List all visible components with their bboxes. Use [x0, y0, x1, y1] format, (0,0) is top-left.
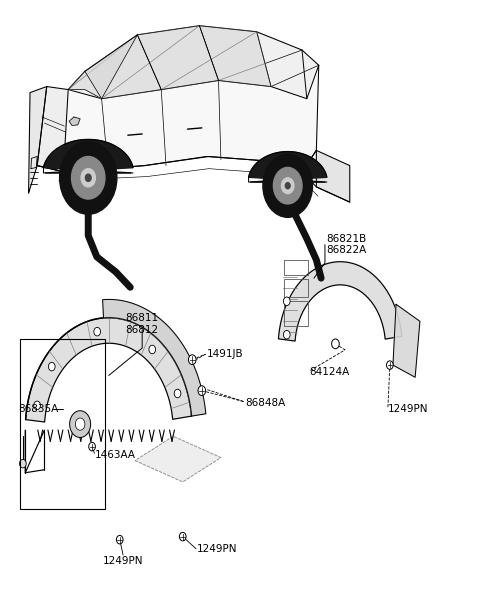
Circle shape: [174, 389, 181, 398]
Circle shape: [281, 178, 294, 194]
Circle shape: [70, 411, 91, 437]
Polygon shape: [393, 304, 420, 377]
Circle shape: [34, 401, 40, 409]
Circle shape: [332, 339, 339, 349]
Circle shape: [263, 154, 312, 218]
Polygon shape: [199, 26, 271, 87]
Circle shape: [285, 183, 290, 189]
Polygon shape: [278, 262, 402, 341]
Polygon shape: [249, 152, 327, 182]
Circle shape: [20, 459, 26, 468]
Circle shape: [274, 167, 302, 204]
Polygon shape: [103, 299, 206, 416]
Text: 86821B
86822A: 86821B 86822A: [326, 234, 366, 255]
Text: 1463AA: 1463AA: [95, 450, 135, 459]
Polygon shape: [68, 26, 319, 99]
Circle shape: [89, 442, 96, 451]
Circle shape: [386, 361, 393, 370]
Polygon shape: [85, 35, 161, 99]
Circle shape: [116, 535, 123, 544]
Polygon shape: [29, 87, 47, 193]
Circle shape: [189, 355, 196, 365]
Circle shape: [94, 327, 100, 336]
Circle shape: [283, 297, 290, 306]
Polygon shape: [37, 87, 68, 172]
Circle shape: [60, 141, 117, 214]
Text: 1249PN: 1249PN: [103, 556, 144, 566]
Circle shape: [283, 331, 290, 339]
Polygon shape: [44, 139, 133, 173]
Polygon shape: [316, 150, 350, 202]
Text: 1249PN: 1249PN: [388, 404, 429, 414]
Text: 1249PN: 1249PN: [197, 544, 238, 554]
Circle shape: [72, 156, 105, 199]
Circle shape: [180, 532, 186, 541]
Text: 86835A: 86835A: [18, 404, 59, 414]
Circle shape: [81, 169, 96, 187]
Polygon shape: [137, 26, 218, 90]
Circle shape: [48, 362, 55, 371]
Circle shape: [198, 386, 205, 395]
Polygon shape: [37, 65, 319, 172]
Circle shape: [75, 418, 85, 430]
Circle shape: [85, 174, 91, 181]
Text: 86811
86812: 86811 86812: [126, 313, 159, 335]
Polygon shape: [25, 318, 192, 422]
Text: 86848A: 86848A: [245, 398, 285, 408]
Circle shape: [149, 345, 156, 354]
Polygon shape: [69, 117, 80, 125]
Text: 1491JB: 1491JB: [206, 349, 243, 359]
Text: 84124A: 84124A: [309, 367, 349, 378]
Polygon shape: [135, 436, 221, 482]
Polygon shape: [68, 35, 137, 99]
